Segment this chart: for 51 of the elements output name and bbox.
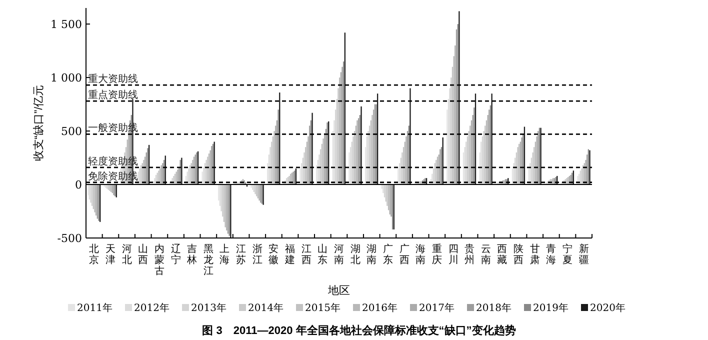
x-tick-label: 重庆 [432,243,442,266]
ref-line-label: 重大资助线 [88,73,138,86]
x-tick-label: 吉林 [186,243,198,266]
x-tick-label: 西藏 [497,244,508,266]
legend-label: 2015年 [305,302,340,314]
ref-line-label: 重点资助线 [88,89,138,102]
x-tick-label: 甘肃 [530,243,540,266]
x-tick-label: 新疆 [578,243,589,266]
y-tick-label: 0 [75,178,82,192]
x-tick-label: 天津 [105,244,116,266]
x-tick-label: 广西 [399,243,410,266]
x-tick-label: 陕西 [514,243,524,266]
x-tick-label: 广东 [382,243,393,266]
legend-label: 2014年 [248,302,284,314]
x-tick-label: 贵州 [464,243,475,266]
x-tick-label: 青海 [546,243,556,266]
x-tick-label: 江西 [301,243,312,266]
x-tick-label: 海南 [416,243,426,266]
y-tick-label: -500 [57,232,82,245]
x-tick-label: 辽宁 [170,243,181,266]
x-tick-label: 江苏 [236,243,246,266]
legend-label: 2017年 [419,302,454,314]
y-tick-label: 1 000 [50,72,82,85]
x-tick-label: 山西 [138,243,148,266]
y-axis-title: 收支“缺口”/亿元 [32,84,45,162]
legend-label: 2020年 [590,302,626,314]
x-tick-label: 四川 [448,244,458,266]
x-tick-label: 北京 [89,243,100,266]
x-tick-label: 浙江 [252,243,262,266]
legend-label: 2012年 [134,302,170,314]
x-tick-label: 山东 [318,243,328,266]
legend-label: 2016年 [362,302,398,314]
y-tick-label: 500 [61,125,82,138]
x-tick-label: 福建 [284,243,296,266]
x-tick-label: 黑龙江 [203,244,214,277]
x-axis-title: 地区 [327,284,350,297]
x-tick-label: 安徽 [268,243,279,266]
y-tick-label: 1 500 [50,18,82,32]
x-tick-label: 河南 [334,243,344,266]
legend-label: 2018年 [476,302,512,314]
x-tick-label: 云南 [480,244,491,266]
x-tick-label: 内蒙古 [154,243,164,277]
legend-label: 2013年 [191,302,226,314]
legend-label: 2011年 [77,302,112,314]
x-tick-label: 河北 [122,243,132,266]
x-tick-label: 宁夏 [562,243,573,266]
x-tick-label: 湖南 [366,243,377,266]
x-tick-label: 湖北 [350,243,360,266]
x-tick-label: 上海 [220,243,230,266]
caption: 图 3 2011—2020 年全国各地社会保障标准收支“缺口”变化趋势 [202,324,516,337]
legend-label: 2019年 [533,302,568,314]
